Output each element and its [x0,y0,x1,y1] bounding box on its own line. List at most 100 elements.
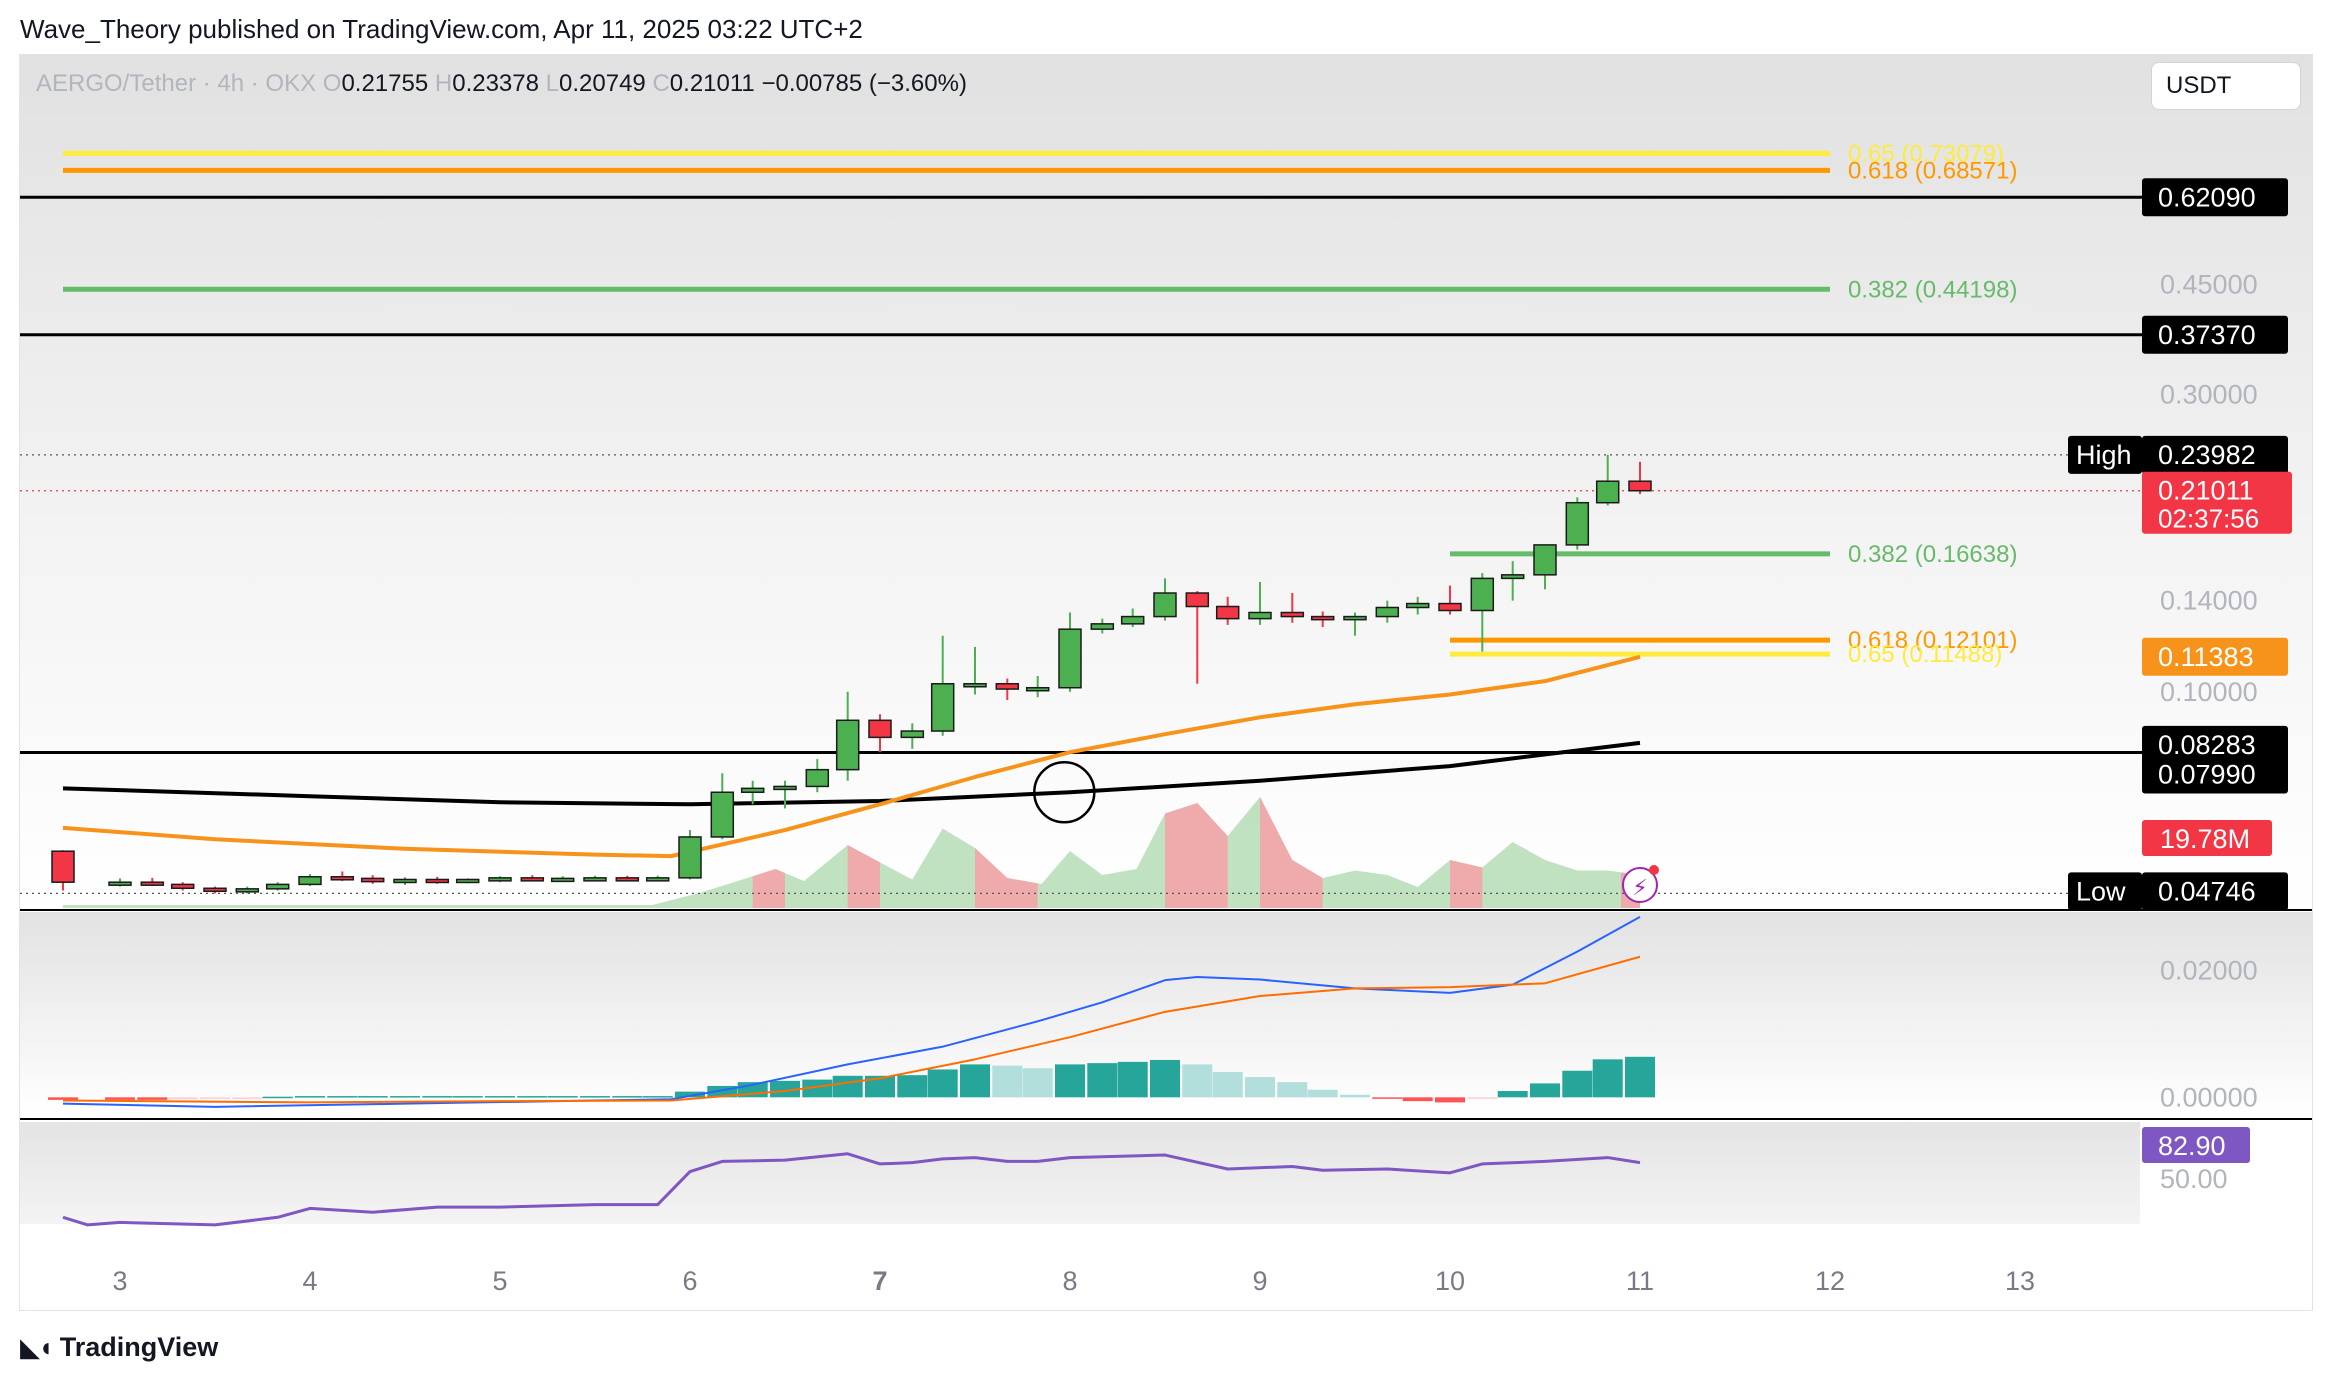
rsi-line [62,1152,1641,1227]
macd-histogram-bar [1497,1091,1528,1098]
candle-body [615,877,640,882]
candle-body [1185,592,1210,608]
macd-histogram-bar [547,1096,578,1098]
rsi-badge-bg [2142,1127,2250,1163]
volume-badge-bg [2142,820,2272,856]
rsi-pane [62,1152,1641,1227]
candle-body [330,876,355,881]
time-tick-label: 4 [302,1266,317,1296]
candle-body [520,877,545,882]
price-tick-label: 0.30000 [2160,379,2258,409]
candle-body [1628,480,1652,492]
candle-body [1025,686,1050,692]
tradingview-logo[interactable]: ◣◖ TradingView [20,1332,218,1363]
legend-open: 0.21755 [341,70,429,97]
macd-histogram-bar [580,1096,610,1098]
publisher-line: Wave_Theory published on TradingView.com… [20,14,863,44]
macd-histogram-bar [1277,1082,1308,1098]
macd-histogram-bar [48,1097,78,1100]
level-badge-bg [2142,872,2288,911]
candle-body [1090,623,1115,630]
candle-body [645,877,670,882]
macd-histogram-bar [1402,1097,1433,1102]
candle-body [773,785,797,791]
tradingview-mark-icon: ◣◖ [20,1332,54,1362]
candle-body [265,883,290,890]
candle-body [1215,605,1240,620]
legend-low: 0.20749 [559,70,646,97]
macd-tick-label: 0.02000 [2160,956,2258,986]
macd-histogram-bar [452,1096,483,1098]
macd-histogram-bar [927,1069,958,1098]
symbol-legend: AERGO/Tether · 4h · OKX O0.21755 H0.2337… [36,70,967,98]
macd-histogram-bar [485,1096,515,1098]
candle-body [1248,611,1272,620]
last-price-badge-countdown: 02:37:56 [2158,504,2259,534]
macd-histogram-bar [865,1075,895,1098]
candle-body [203,887,227,893]
legend-symbol[interactable]: AERGO/Tether · 4h · OKX [36,70,317,97]
fib-level-label: 0.65 (0.73079) [1848,140,2004,167]
lightning-glyph: ⚡ [1632,875,1647,900]
time-tick-label: 10 [1435,1266,1465,1296]
candle-body [393,878,417,884]
last-price-badge: 0.21011 [2158,476,2254,506]
legend-high: 0.23378 [452,70,539,97]
fib-level-label: 0.65 (0.11488) [1848,641,2002,668]
macd-histogram-bar [1625,1056,1655,1098]
time-tick-label: 9 [1252,1266,1267,1296]
horizontal-levels: 0.65 (0.73079)0.618 (0.68571) 0.382 (0.44… [20,140,2150,894]
macd-histogram-bar [675,1091,705,1098]
candle-body [1310,615,1335,621]
time-tick-label: 8 [1062,1266,1077,1296]
candle-body [995,683,1020,690]
macd-histogram-bar [1530,1083,1560,1098]
candle-body [235,888,260,893]
candle-body [360,877,385,883]
candle-body [550,877,575,883]
highlight-circle [1033,760,1096,824]
macd-histogram-bar [200,1097,230,1099]
candle-body [1058,628,1082,689]
ema-orange-line [62,654,1641,859]
macd-histogram-bar [232,1097,263,1099]
level-tag-bg [2068,435,2142,474]
legend-close: 0.21011 [669,70,755,97]
level-badge: 0.23982 [2158,440,2256,470]
macd-histogram-bar [1307,1089,1338,1098]
legend-h-label: H [434,70,453,97]
macd-histogram-bar [517,1096,548,1098]
level-tag-bg [2068,872,2142,911]
time-tick-label: 11 [1626,1266,1654,1296]
macd-signal-line [62,955,1641,1104]
macd-histogram-bar [1467,1097,1498,1099]
macd-histogram-bar [770,1080,800,1098]
time-axis[interactable]: 3 4 5 6 7 8 9 10 11 12 13 [112,1266,2035,1296]
rsi-tick-label: 50.00 [2160,1164,2228,1194]
ema-black-line [62,740,1641,807]
level-badge: 0.07990 [2158,760,2256,790]
macd-histogram-bar [897,1075,928,1098]
ema-orange-badge-bg [2142,637,2288,676]
currency-button[interactable]: USDT [2151,62,2301,110]
macd-histogram-bar [295,1096,325,1098]
last-price-badge-bg [2142,471,2292,534]
macd-pane [48,915,1655,1108]
macd-histogram-bar [357,1096,388,1098]
candle-body [298,876,322,886]
price-tick-label: 0.14000 [2160,586,2258,616]
macd-histogram-bar [262,1096,293,1099]
candle-body [1438,602,1462,612]
macd-histogram-bar [1245,1077,1275,1098]
rsi-pane-background [20,1122,2140,1224]
candle-body [1470,577,1495,612]
macd-histogram-bar [1117,1061,1148,1098]
candle-body [1595,480,1620,504]
candle-body [805,768,830,788]
candle-body [140,881,165,886]
volume-badge: 19.78M [2160,824,2250,854]
macd-histogram-bar [1150,1059,1180,1098]
candle-body [868,719,892,739]
price-axis[interactable]: 0.900000.450000.300000.140000.100000.620… [2068,82,2292,1194]
